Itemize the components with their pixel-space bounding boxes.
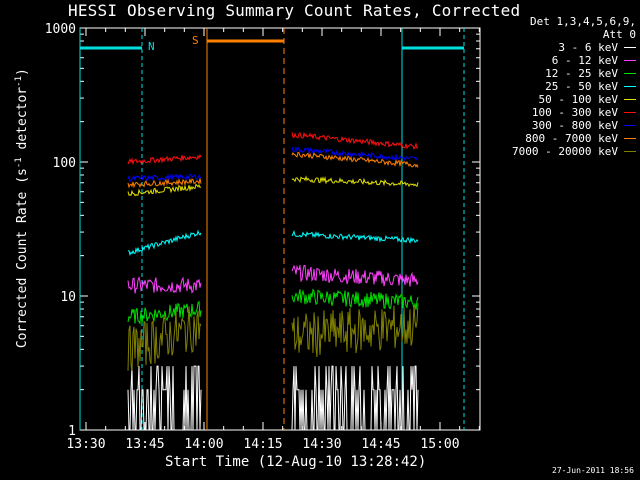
series-line — [291, 264, 419, 287]
night-label: N — [148, 40, 155, 53]
series-line — [127, 306, 202, 371]
series-line — [291, 365, 419, 431]
legend: Det 1,3,4,5,6,9, Att 0 3 - 6 keV 6 - 12 k… — [488, 15, 636, 158]
series-line — [127, 178, 202, 189]
y-tick-label: 1000 — [45, 22, 76, 37]
x-tick-label: 13:45 — [125, 437, 164, 452]
legend-swatch — [624, 138, 636, 139]
x-tick-label: 15:00 — [420, 437, 459, 452]
y-axis-label: Corrected Count Rate (s-1 detector-1) — [13, 68, 31, 349]
series-line — [291, 230, 419, 245]
x-tick-label: 14:00 — [184, 437, 223, 452]
plot-frame — [79, 27, 481, 431]
series-line — [291, 288, 419, 310]
legend-swatch — [624, 60, 636, 61]
series-line — [291, 303, 419, 358]
legend-item-label: 300 - 800 keV — [531, 119, 618, 132]
legend-item-label: 50 - 100 keV — [538, 93, 618, 106]
timestamp: 27-Jun-2011 18:56 — [552, 466, 634, 475]
series-line — [291, 146, 419, 162]
series-line — [127, 229, 202, 257]
legend-item: 50 - 100 keV — [488, 93, 636, 106]
legend-swatch — [624, 112, 636, 113]
series-line — [291, 151, 419, 168]
y-tick-label: 100 — [53, 156, 76, 171]
legend-item-label: 800 - 7000 keV — [525, 132, 618, 145]
series-line — [127, 173, 202, 183]
legend-item-label: 25 - 50 keV — [545, 80, 618, 93]
x-axis-label: Start Time (12-Aug-10 13:28:42) — [165, 454, 427, 470]
legend-item: 12 - 25 keV — [488, 67, 636, 80]
legend-header-line1: Det 1,3,4,5,6,9, — [530, 15, 636, 28]
series-line — [127, 183, 202, 197]
x-tick-label: 14:45 — [361, 437, 400, 452]
legend-item: 3 - 6 keV — [488, 41, 636, 54]
saa-label: S — [192, 34, 199, 47]
legend-item-label: 12 - 25 keV — [545, 67, 618, 80]
legend-swatch — [624, 47, 636, 48]
legend-item-label: 7000 - 20000 keV — [512, 145, 618, 158]
legend-header-line2: Att 0 — [602, 28, 636, 41]
legend-item: 7000 - 20000 keV — [488, 145, 636, 158]
chart-title: HESSI Observing Summary Count Rates, Cor… — [68, 1, 521, 20]
x-tick-label: 14:15 — [243, 437, 282, 452]
legend-swatch — [624, 86, 636, 87]
legend-item: 800 - 7000 keV — [488, 132, 636, 145]
legend-swatch — [624, 99, 636, 100]
legend-item-label: 3 - 6 keV — [558, 41, 618, 54]
legend-item-label: 100 - 300 keV — [531, 106, 618, 119]
series-line — [127, 153, 202, 166]
y-tick-label: 10 — [60, 290, 76, 305]
series-line — [127, 276, 202, 294]
legend-item: 100 - 300 keV — [488, 106, 636, 119]
x-tick-label: 14:30 — [302, 437, 341, 452]
series-line — [291, 131, 419, 151]
legend-item: 6 - 12 keV — [488, 54, 636, 67]
legend-item-label: 6 - 12 keV — [551, 54, 618, 67]
x-tick-label: 13:30 — [66, 437, 105, 452]
legend-swatch — [624, 151, 636, 152]
legend-item: 25 - 50 keV — [488, 80, 636, 93]
legend-swatch — [624, 125, 636, 126]
legend-swatch — [624, 73, 636, 74]
series-line — [127, 365, 202, 431]
y-tick-label: 1 — [68, 424, 76, 439]
legend-item: 300 - 800 keV — [488, 119, 636, 132]
series-line — [291, 175, 419, 188]
